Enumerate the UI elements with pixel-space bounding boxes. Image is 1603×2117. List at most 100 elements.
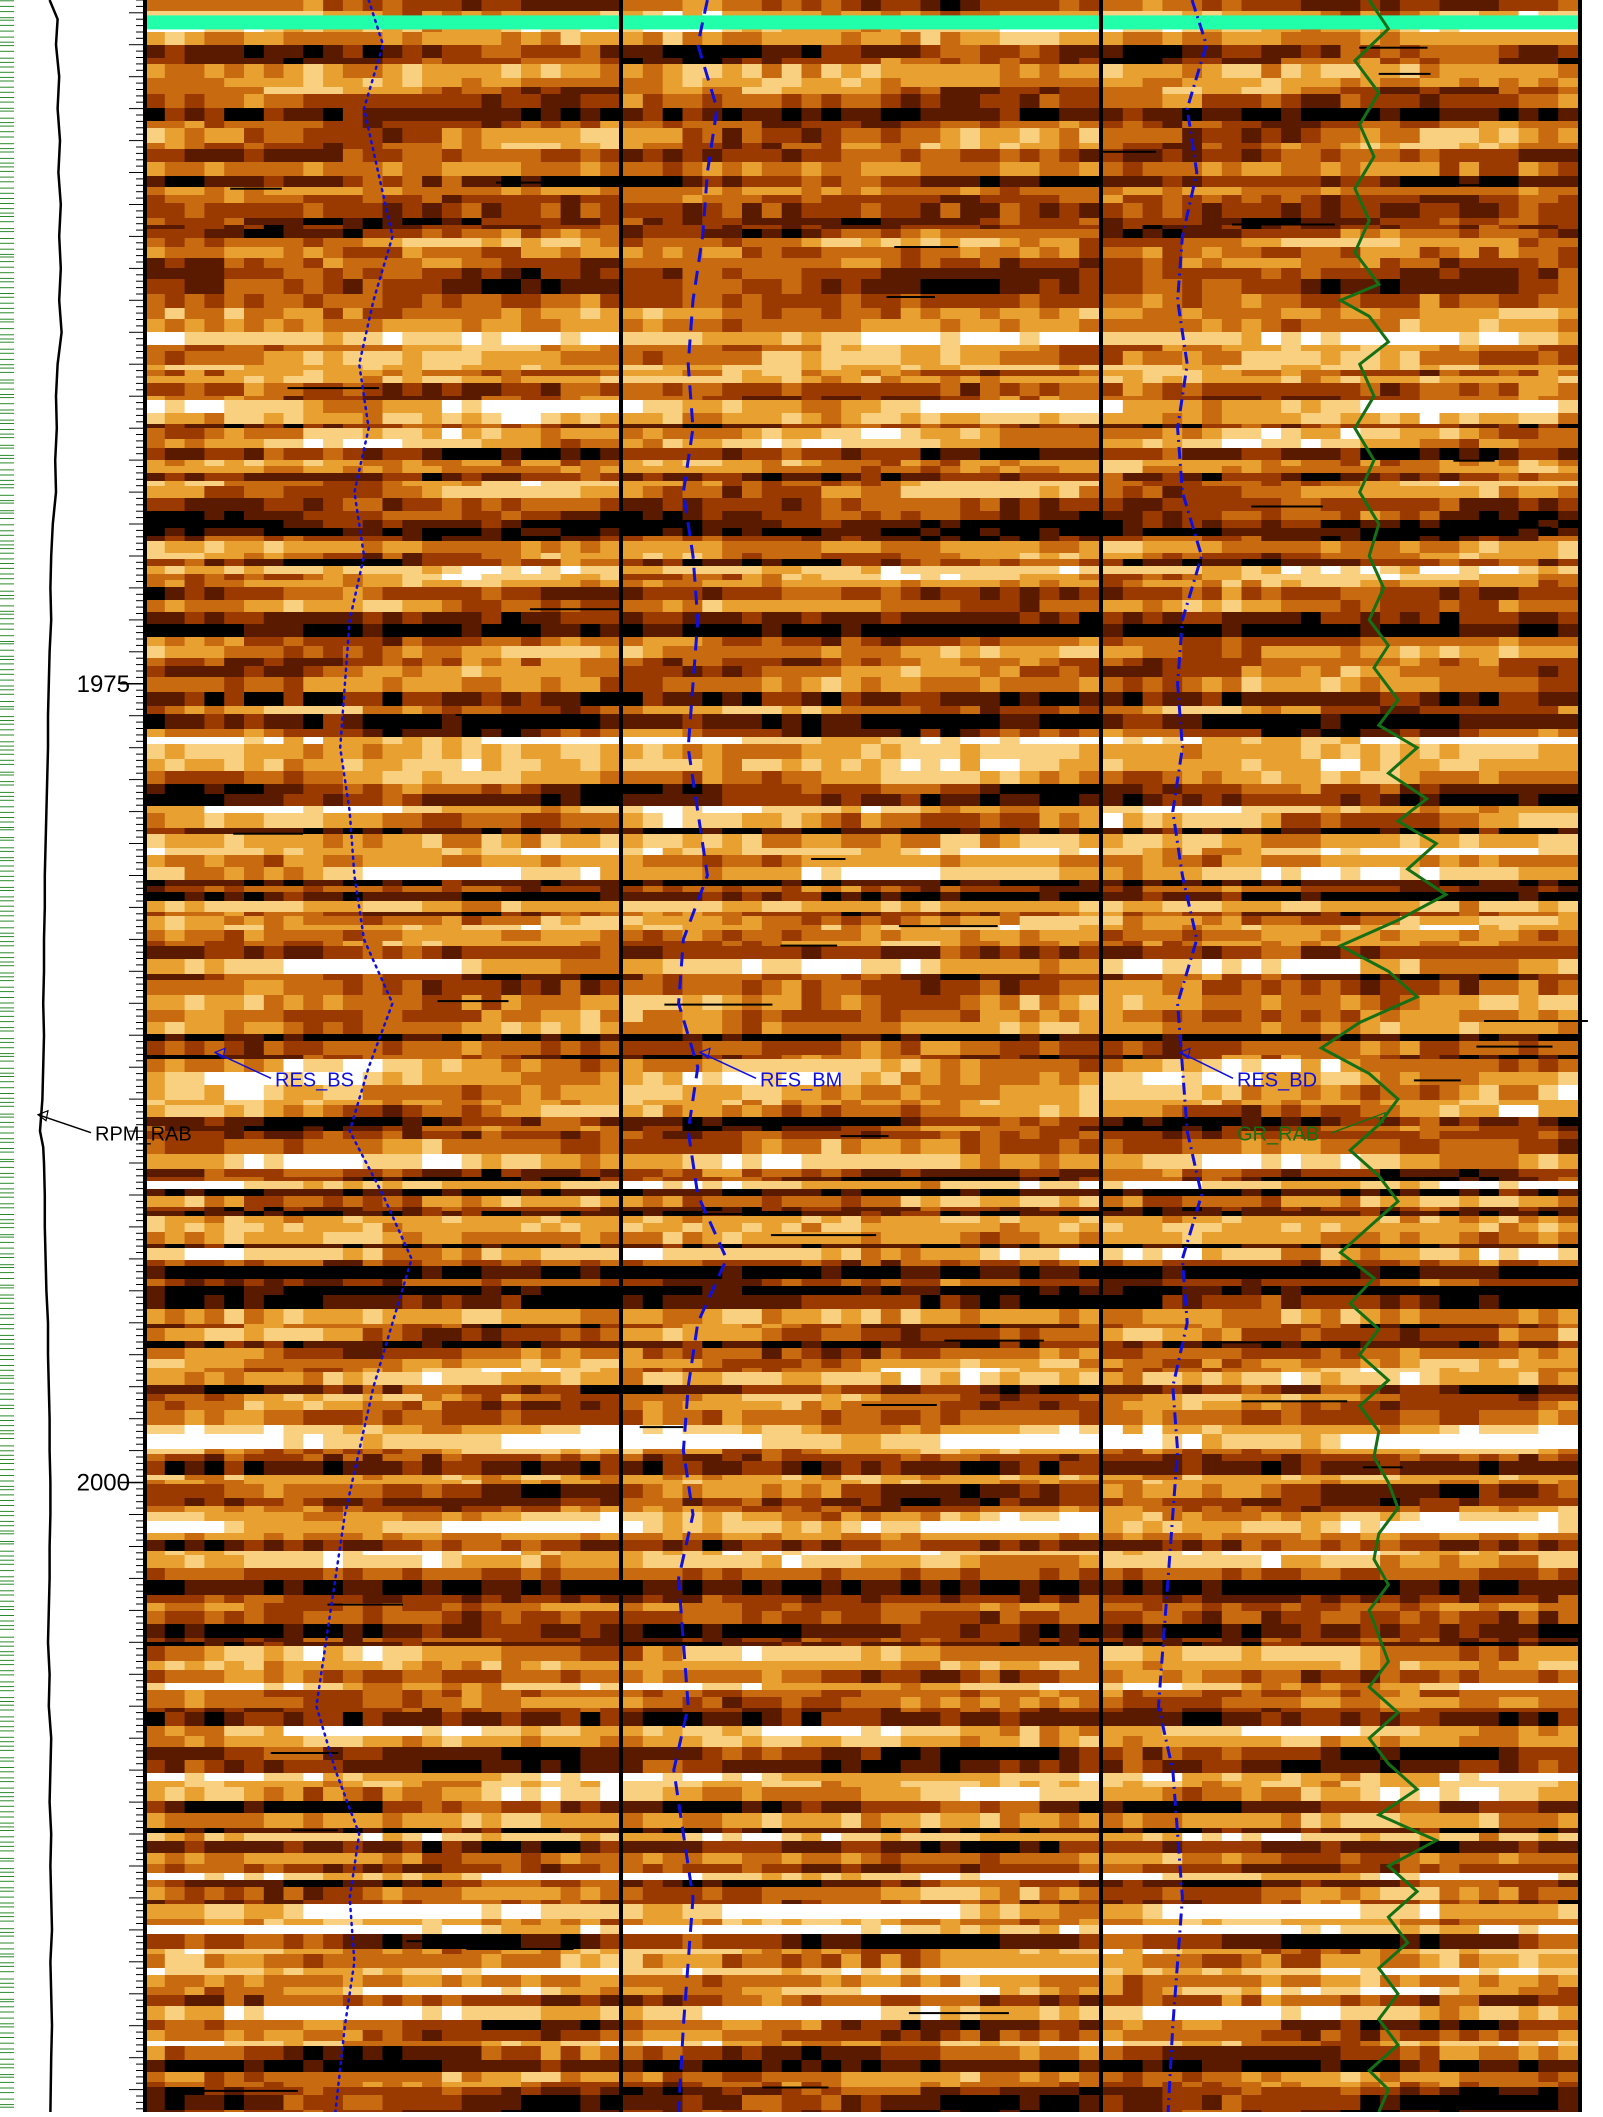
image-cell (461, 1034, 483, 1041)
image-cell (481, 806, 502, 813)
image-cell (402, 94, 423, 108)
image-cell (303, 1864, 324, 1873)
image-cell (422, 1683, 443, 1690)
image-cell (501, 1690, 522, 1697)
image-cell (382, 1683, 403, 1690)
image-cell (481, 1181, 502, 1189)
image-cell (402, 229, 423, 238)
image-cell (184, 658, 205, 666)
image-cell (560, 466, 581, 473)
image-cell (441, 108, 463, 121)
image-cell (323, 258, 344, 268)
image-cell (362, 1034, 384, 1041)
image-cell (422, 1949, 443, 1954)
image-cell (303, 121, 324, 128)
image-cell (204, 413, 225, 424)
image-cell (204, 1690, 225, 1697)
image-cell (244, 195, 265, 203)
image-cell (521, 1813, 542, 1828)
image-cell (342, 1260, 364, 1266)
image-cell (441, 1642, 463, 1646)
image-cell (402, 946, 423, 959)
image-cell (580, 383, 601, 396)
image-cell (402, 1580, 423, 1595)
image-cell (481, 941, 502, 946)
image-cell (362, 1919, 384, 1925)
image-cell (560, 1341, 581, 1348)
image-cell (441, 58, 463, 64)
image-cell (204, 498, 225, 511)
image-cell (362, 1348, 384, 1359)
image-cell (540, 87, 562, 94)
image-cell (303, 541, 324, 553)
image-cell (481, 1154, 502, 1169)
image-cell (402, 238, 423, 247)
image-cell (362, 834, 384, 848)
image-cell (263, 1595, 285, 1603)
image-cell (184, 541, 205, 553)
image-cell (164, 1010, 186, 1022)
image-cell (382, 218, 403, 225)
image-cell (184, 466, 205, 473)
image-cell (501, 1813, 522, 1828)
image-cell (283, 536, 304, 541)
image-cell (204, 1551, 225, 1555)
image-cell (481, 867, 502, 880)
image-cell (362, 1900, 384, 1904)
image-cell (323, 574, 344, 580)
image-cell (224, 87, 245, 94)
image-cell (501, 737, 522, 744)
image-cell (560, 737, 581, 744)
image-cell (204, 1434, 225, 1449)
image-cell (303, 1551, 324, 1555)
image-cell (145, 424, 166, 428)
image-cell (521, 1309, 542, 1324)
image-cell (600, 566, 621, 574)
image-cell (382, 1131, 403, 1139)
image-cell (323, 1760, 344, 1773)
image-cell (402, 637, 423, 646)
image-cell (560, 345, 581, 351)
image-cell (382, 64, 403, 78)
image-cell (540, 1010, 562, 1022)
image-cell (283, 946, 304, 959)
image-cell (580, 1900, 601, 1904)
image-cell (244, 149, 265, 162)
image-cell (481, 1900, 502, 1904)
image-cell (204, 486, 225, 498)
image-cell (501, 1781, 522, 1787)
image-cell (342, 1434, 364, 1449)
image-cell (441, 1041, 463, 1055)
image-cell (422, 308, 443, 319)
image-cell (224, 481, 245, 486)
image-cell (521, 1126, 542, 1131)
image-cell (244, 880, 265, 886)
image-cell (560, 637, 581, 646)
image-cell (342, 946, 364, 959)
image-cell (481, 855, 502, 867)
image-cell (402, 553, 423, 559)
image-cell (600, 1244, 621, 1248)
image-cell (224, 1434, 245, 1449)
image-cell (501, 1010, 522, 1022)
image-cell (303, 1196, 324, 1207)
image-cell (481, 1580, 502, 1595)
image-cell (461, 1642, 483, 1646)
image-cell (540, 2006, 562, 2020)
image-cell (382, 319, 403, 332)
image-cell (283, 376, 304, 383)
image-cell (342, 612, 364, 624)
image-cell (342, 771, 364, 784)
image-cell (362, 1309, 384, 1324)
image-cell (184, 195, 205, 203)
image-cell (303, 128, 324, 143)
image-cell (422, 925, 443, 930)
image-cell (521, 714, 542, 729)
image-cell (164, 1216, 186, 1223)
image-cell (184, 247, 205, 258)
image-cell (461, 930, 483, 941)
image-cell (145, 1286, 166, 1295)
image-cell (540, 1708, 562, 1712)
image-cell (145, 855, 166, 867)
image-cell (145, 1207, 166, 1211)
